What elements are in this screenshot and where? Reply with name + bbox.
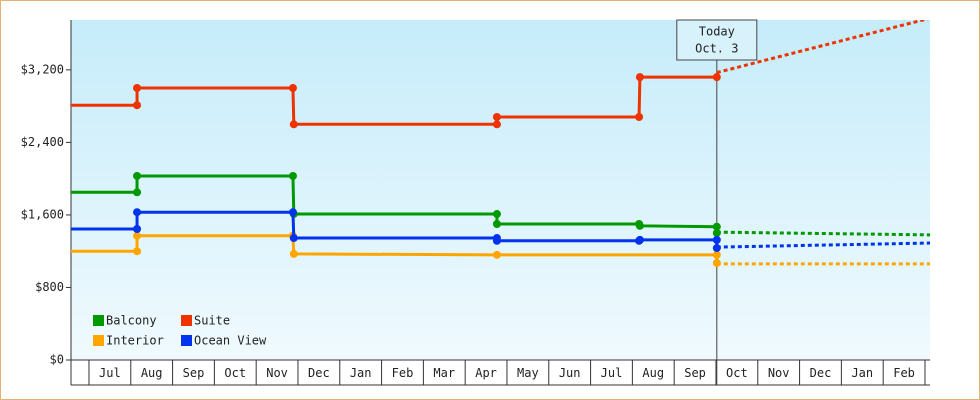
point [712, 222, 721, 231]
series-layer [71, 20, 930, 267]
y-tick-label: $0 [50, 353, 64, 367]
x-tick-label: Aug [141, 366, 163, 380]
projection-line [716, 241, 930, 249]
today-box [676, 19, 758, 61]
point [133, 188, 142, 197]
point [492, 236, 501, 245]
point [492, 120, 501, 129]
x-tick-label: Jan [851, 366, 873, 380]
point [288, 84, 297, 92]
point [133, 247, 142, 256]
legend-swatch [93, 335, 104, 346]
x-tick-label: Sep [183, 366, 205, 380]
point [635, 73, 644, 82]
point [712, 235, 721, 244]
x-tick-label: Jul [601, 366, 623, 380]
point [635, 235, 644, 244]
point [133, 171, 142, 180]
point [289, 249, 298, 258]
point [288, 171, 297, 180]
x-tick-label: Nov [768, 366, 790, 380]
x-tick-label: Jan [350, 366, 372, 380]
x-tick-label: Jul [99, 366, 121, 380]
x-tick-label: Aug [642, 366, 664, 380]
point [712, 73, 721, 82]
x-tick-label: Nov [266, 366, 288, 380]
x-tick-label: Dec [308, 366, 330, 380]
point [492, 113, 501, 122]
point [712, 244, 721, 253]
y-tick-label: $3,200 [21, 62, 64, 76]
legend-swatch [93, 315, 104, 326]
legend-label: Interior [106, 334, 164, 348]
point [133, 224, 142, 233]
point [133, 208, 142, 217]
legend-label: Suite [194, 314, 230, 328]
point [492, 220, 501, 228]
x-tick-label: Feb [893, 366, 915, 380]
point [133, 231, 142, 240]
point [635, 113, 644, 122]
legend-label: Balcony [106, 314, 157, 328]
x-tick-label: Apr [475, 366, 497, 380]
legend-swatch [181, 335, 192, 346]
y-tick-label: $1,600 [21, 207, 64, 221]
point [288, 208, 297, 217]
y-tick-label: $2,400 [21, 135, 64, 149]
legend-label: Ocean View [194, 334, 267, 348]
x-tick-label: Feb [392, 366, 414, 380]
x-tick-label: Oct [224, 366, 246, 380]
x-tick-label: May [517, 366, 539, 380]
point [712, 250, 721, 259]
point [712, 229, 721, 238]
point [492, 210, 501, 219]
point [133, 101, 142, 110]
x-tick-label: Dec [810, 366, 832, 380]
series-line [71, 75, 717, 126]
point [133, 84, 142, 92]
y-tick-label: $800 [35, 280, 64, 294]
plot-area [71, 20, 930, 360]
projection-line [716, 20, 929, 75]
x-tick-label: Sep [684, 366, 706, 380]
point [289, 120, 298, 129]
legend-swatch [181, 315, 192, 326]
point [712, 258, 721, 267]
x-tick-label: Jun [559, 366, 581, 380]
x-tick-label: Mar [433, 366, 455, 380]
point [289, 234, 298, 243]
x-tick-label: Oct [726, 366, 748, 380]
point [492, 250, 501, 259]
today-label: Oct. 3 [695, 42, 738, 56]
point [635, 221, 644, 230]
today-label: Today [699, 25, 735, 39]
projection-line [716, 230, 930, 237]
